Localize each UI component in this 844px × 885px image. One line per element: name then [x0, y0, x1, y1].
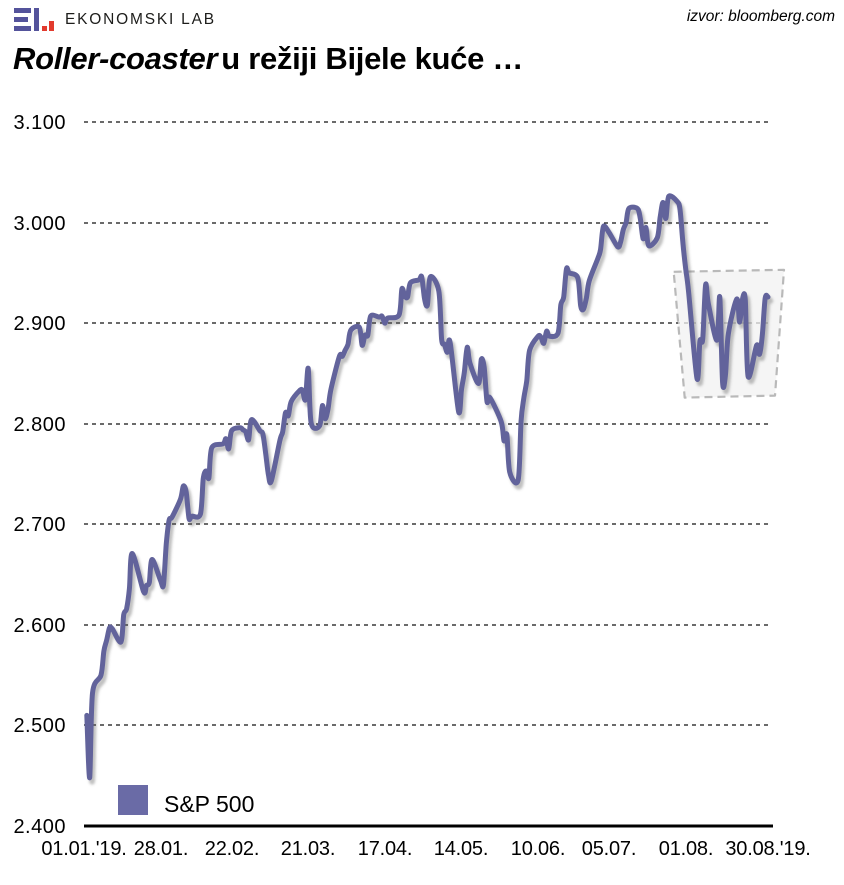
x-tick-label: 17.04.: [358, 838, 412, 860]
sp500-line: [84, 193, 771, 781]
legend: S&P 500: [118, 785, 254, 817]
source-credit: izvor: bloomberg.com: [686, 8, 835, 25]
chart-title-rest: u režiji Bijele kuće …: [221, 41, 524, 76]
y-tick-label: 2.900: [13, 313, 66, 335]
logo-red-tick: [49, 21, 54, 31]
chart-title-emphasis: Roller-coaster: [13, 41, 218, 76]
logo-red-dot: [42, 26, 47, 31]
y-tick-label: 3.000: [13, 213, 66, 235]
legend-swatch: [118, 785, 148, 815]
brand-text: EKONOMSKI LAB: [65, 10, 216, 28]
x-tick-label: 21.03.: [281, 838, 335, 860]
x-tick-label: 28.01.: [134, 838, 188, 860]
x-tick-label: 01.08.: [659, 838, 713, 860]
x-tick-label: 30.08.'19.: [725, 838, 810, 860]
y-tick-label: 2.600: [13, 615, 66, 637]
y-tick-label: 2.800: [13, 414, 66, 436]
chart-title: Roller-coaster u režiji Bijele kuće …: [13, 41, 523, 77]
x-tick-label: 05.07.: [582, 838, 636, 860]
y-tick-label: 2.400: [13, 816, 66, 838]
x-tick-label: 22.02.: [205, 838, 259, 860]
logo-l-glyph: [34, 8, 39, 31]
x-tick-label: 01.01.'19.: [41, 838, 126, 860]
brand: EKONOMSKI LAB: [14, 8, 216, 31]
ekonomski-lab-logo-icon: [14, 8, 54, 31]
x-tick-label: 10.06.: [511, 838, 565, 860]
x-axis-labels: 01.01.'19. 28.01. 22.02. 21.03. 17.04. 1…: [41, 838, 810, 860]
y-tick-label: 2.500: [13, 715, 66, 737]
gridlines: [84, 121, 772, 726]
x-tick-label: 14.05.: [434, 838, 488, 860]
legend-label: S&P 500: [164, 791, 254, 817]
y-tick-label: 2.700: [13, 514, 66, 536]
logo-e-glyph: [14, 8, 31, 31]
y-axis-labels: 3.100 3.000 2.900 2.800 2.700 2.600 2.50…: [13, 112, 66, 838]
y-tick-label: 3.100: [13, 112, 66, 134]
